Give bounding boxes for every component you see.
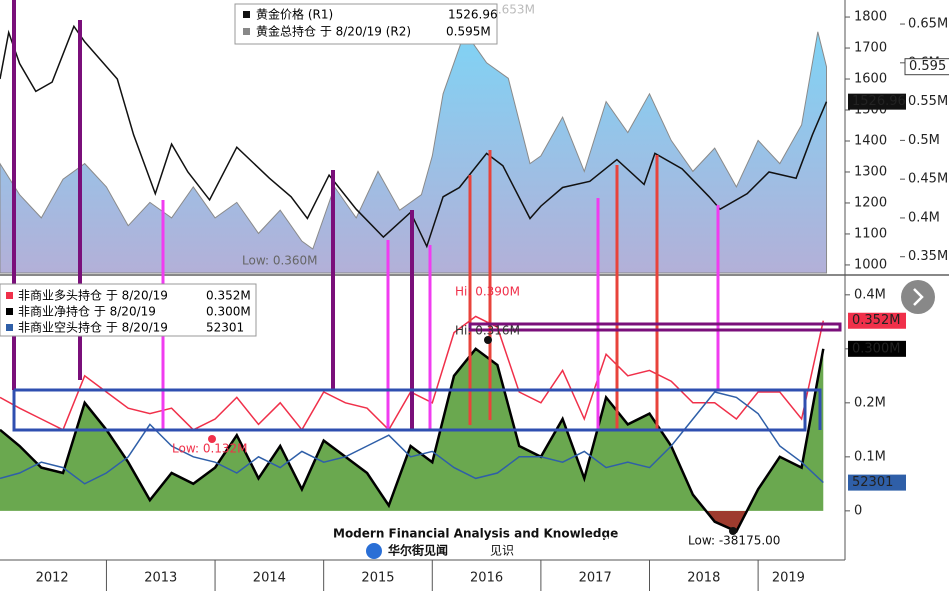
- value-tag-label: 52301: [852, 475, 893, 490]
- value-tag-label: 0.352M: [852, 313, 900, 328]
- next-button-bg[interactable]: [901, 280, 935, 314]
- next-button[interactable]: [901, 280, 935, 314]
- line: [0, 24, 828, 249]
- y-tick-label: 1000: [854, 257, 887, 272]
- y-tick-label: 0.1M: [854, 449, 886, 464]
- legend-swatch: [243, 11, 250, 18]
- legend-swatch: [6, 308, 13, 315]
- y-tick-label: 1600: [854, 72, 887, 87]
- line: [0, 347, 825, 534]
- area-negative: [706, 511, 747, 532]
- legend-value: 52301: [206, 321, 244, 335]
- legend-swatch: [6, 292, 13, 299]
- y-tick-label: 1800: [854, 10, 887, 25]
- x-tick-label: 2018: [687, 571, 720, 586]
- value-tag: [848, 312, 906, 329]
- annotation: Low: -38175.00: [688, 534, 780, 548]
- y2-tick-label: 0.5M: [908, 133, 940, 148]
- x-tick-label: 2012: [36, 571, 69, 586]
- watermark-text: 华尔街见闻: [388, 543, 448, 558]
- legend-value: 1526.96: [448, 8, 498, 22]
- y-tick-label: 1700: [854, 41, 887, 56]
- y-tick-label: 0.2M: [854, 395, 886, 410]
- y-tick-label: 1100: [854, 226, 887, 241]
- y-tick-label: 1300: [854, 164, 887, 179]
- area: [0, 30, 828, 274]
- annotation-dot: [729, 527, 737, 535]
- watermark-text: 见识: [490, 544, 514, 558]
- value-tag: [848, 340, 906, 357]
- y2-tick-label: 0.4M: [908, 210, 940, 225]
- value-tag: [848, 474, 906, 491]
- watermark-text: 思维: [592, 536, 616, 551]
- x-tick-label: 2019: [772, 571, 805, 586]
- value-tag-label: 1526.96: [852, 94, 906, 109]
- x-tick-label: 2013: [144, 571, 177, 586]
- annotation: Low: 0.360M: [242, 254, 318, 268]
- box-edge: [12, 390, 807, 432]
- y2-tick-label: 0.45M: [908, 172, 948, 187]
- line: [0, 391, 824, 485]
- x-tick-label: 2017: [579, 571, 612, 586]
- x-tick-label: 2016: [470, 571, 503, 586]
- value-tag-label: 0.300M: [852, 341, 900, 356]
- legend-label: 非商业多头持仓 于 8/20/19: [18, 288, 168, 303]
- y-tick-label: 0: [854, 503, 862, 518]
- legend-box: [234, 3, 498, 45]
- legend-value: 0.352M: [206, 289, 251, 303]
- annotation-dot: [208, 435, 216, 443]
- box-edge: [14, 388, 822, 430]
- y2-tick-label: 0.55M: [908, 94, 948, 109]
- value-tag-label: 0.595: [909, 59, 946, 74]
- y-tick-label: 1400: [854, 133, 887, 148]
- value-tag: [848, 93, 906, 110]
- x-tick-label: 2015: [361, 571, 394, 586]
- watermark-text: Modern Financial Analysis and Knowledge: [333, 527, 618, 541]
- watermark-logo: [366, 543, 382, 559]
- area: [0, 348, 824, 532]
- annotation-box: [12, 388, 822, 432]
- next-button-icon[interactable]: [913, 288, 924, 306]
- y-tick-label: 0.4M: [854, 287, 886, 302]
- y2-tick-label: 0.35M: [908, 249, 948, 264]
- legend-value: 0.595M: [446, 25, 491, 39]
- annotation-box: [468, 322, 842, 332]
- value-tag: [904, 58, 949, 76]
- legend-swatch: [6, 324, 13, 331]
- y-tick-label: 1200: [854, 195, 887, 210]
- legend-swatch: [243, 28, 250, 35]
- y2-tick-label: 0.65M: [908, 17, 948, 32]
- annotation: Low: 0.132M: [172, 442, 248, 456]
- annotation: Hi: 0.316M: [455, 324, 520, 338]
- annotation: Hi: 0.390M: [455, 285, 520, 299]
- legend-label: 黄金总持仓 于 8/20/19 (R2): [256, 24, 411, 39]
- legend-label: 非商业空头持仓 于 8/20/19: [18, 320, 168, 335]
- x-tick-label: 2014: [253, 571, 286, 586]
- legend-label: 黄金价格 (R1): [256, 7, 333, 22]
- legend-value: 0.300M: [206, 305, 251, 319]
- legend-box: [0, 283, 257, 337]
- annotation-dot: [484, 336, 492, 344]
- watermark: 金融 Modern Financial Analysis and Knowled…: [227, 527, 618, 559]
- watermark-text: 金融: [227, 536, 252, 551]
- legend-label: 非商业净持仓 于 8/20/19: [18, 304, 156, 319]
